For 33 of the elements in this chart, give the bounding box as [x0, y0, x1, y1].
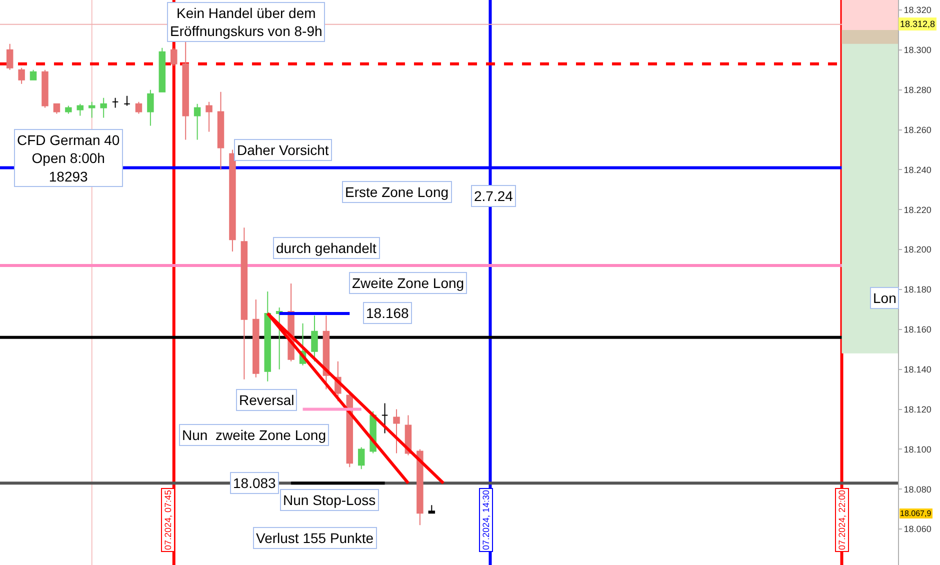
annotation: Nun zweite Zone Long: [182, 427, 326, 443]
y-tick-label: 18.180: [904, 284, 932, 295]
annotation: 2.7.24: [474, 188, 514, 204]
y-tick-label: 18.100: [904, 444, 932, 454]
annotation: 18.067,9: [900, 509, 932, 518]
annotation: 07.2024, 07:45: [163, 490, 173, 550]
annotation: Erste Zone Long: [345, 184, 449, 200]
annotation: Kein Handel über dem Eröffnungskurs von 8-9h: [170, 5, 322, 40]
annotation: CFD German 40 Open 8:00h 18293: [17, 132, 120, 184]
annotation: 18.168: [366, 305, 410, 321]
y-tick-label: 18.320: [904, 5, 932, 16]
y-tick-label: 18.200: [904, 244, 932, 255]
y-tick-label: 18.120: [904, 404, 932, 414]
y-tick-label: 18.300: [904, 45, 932, 56]
y-tick-label: 18.060: [904, 524, 932, 534]
y-tick-label: 18.280: [904, 84, 932, 95]
annotation: Reversal: [239, 392, 294, 408]
annotation: 18.083: [233, 475, 276, 491]
ref-line-label: 18.312,8: [900, 19, 936, 29]
y-tick-label: 18.080: [904, 484, 932, 494]
annotation: Nun Stop-Loss: [283, 492, 376, 508]
y-tick-label: 18.160: [904, 324, 932, 335]
y-tick-label: 18.240: [904, 164, 932, 175]
annotation: Daher Vorsicht: [237, 142, 329, 158]
annotation: Zweite Zone Long: [352, 275, 464, 291]
y-tick-label: 18.140: [904, 364, 932, 374]
annotation: Lon: [873, 290, 896, 306]
annotation: Verlust 155 Punkte: [256, 530, 374, 546]
y-tick-label: 18.220: [904, 204, 932, 215]
annotation: durch gehandelt: [276, 240, 377, 256]
y-tick-label: 18.260: [904, 124, 932, 135]
annotation: 07.2024, 22:00: [837, 490, 847, 550]
annotation: 07.2024, 14:30: [481, 490, 491, 550]
